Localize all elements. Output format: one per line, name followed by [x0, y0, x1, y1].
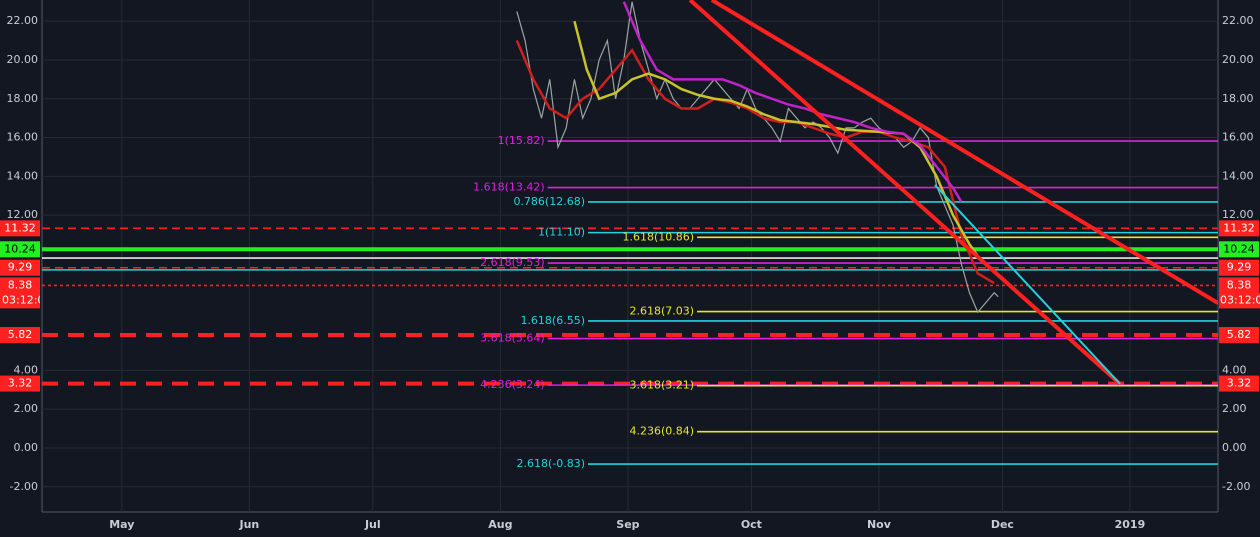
x-tick-label: May — [109, 518, 134, 531]
level-label: 4.236(3.24) — [480, 378, 545, 391]
price-badge-label-right: 3.32 — [1227, 377, 1252, 390]
trend-line — [934, 184, 1121, 385]
price-badge-right — [1219, 220, 1259, 237]
level-label: 1.618(6.55) — [520, 314, 585, 327]
trend-line — [688, 0, 1122, 386]
plot: 1(15.82) 1.618(13.42)0.786(12.68) 1(11.10)… — [42, 0, 1218, 512]
y-tick-label: 20.00 — [7, 53, 39, 66]
price-badge-right — [1219, 327, 1259, 344]
moving-average — [573, 20, 979, 257]
y-tick-label: 16.00 — [7, 131, 39, 144]
countdown-badge — [0, 292, 40, 309]
level-label: 2.618(7.03) — [629, 305, 694, 318]
level-label: 2.618(-0.83) — [516, 457, 585, 470]
y-tick-label-right: 20.00 — [1222, 53, 1254, 66]
price-badge — [0, 327, 40, 344]
y-tick-label-right: 12.00 — [1222, 208, 1254, 221]
price-badge-label-right: 5.82 — [1227, 328, 1252, 341]
x-tick-label: Dec — [991, 518, 1014, 531]
x-tick-label: Oct — [741, 518, 762, 531]
x-tick-label: 2019 — [1115, 518, 1146, 531]
level-label: 0.786(12.68) — [513, 195, 585, 208]
price-badge-right — [1219, 277, 1259, 294]
countdown-badge-right — [1219, 292, 1260, 309]
y-tick-label: 22.00 — [7, 14, 39, 27]
y-tick-label: 4.00 — [14, 363, 39, 376]
level-label: 1(15.82) — [498, 134, 545, 147]
price-badge — [0, 241, 40, 258]
moving-average — [622, 1, 963, 203]
y-tick-label-right: 16.00 — [1222, 131, 1254, 144]
price-badge — [0, 277, 40, 294]
price-badge-label-right: 9.29 — [1227, 261, 1252, 274]
price-badge-label-right: 8.38 — [1227, 278, 1252, 291]
y-tick-label: 12.00 — [7, 208, 39, 221]
price-badge-label: 11.32 — [4, 221, 36, 234]
x-tick-label: Aug — [488, 518, 512, 531]
y-tick-label-right: 14.00 — [1222, 169, 1254, 182]
y-tick-label-right: 4.00 — [1222, 363, 1247, 376]
price-badge-label-right: 10.24 — [1223, 242, 1255, 255]
trend-line — [710, 0, 1218, 305]
price-badge-label-right: 11.32 — [1223, 221, 1255, 234]
price-badge — [0, 375, 40, 392]
y-tick-label-right: 2.00 — [1222, 402, 1247, 415]
x-tick-label: Jun — [239, 518, 260, 531]
price-badge-label: 8.38 — [8, 278, 33, 291]
countdown-label-right: 03:12:04 — [1220, 293, 1260, 306]
y-tick-label-right: 18.00 — [1222, 92, 1254, 105]
countdown-label: 03:12:04 — [2, 293, 51, 306]
price-badge-label: 9.29 — [8, 261, 33, 274]
y-tick-label: 14.00 — [7, 169, 39, 182]
level-label: 1.618(10.86) — [622, 230, 694, 243]
price-badge-right — [1219, 375, 1259, 392]
level-label: 4.236(0.84) — [629, 425, 694, 438]
level-label: 3.618(5.64) — [480, 332, 545, 345]
price-badge-label: 5.82 — [8, 328, 33, 341]
level-label: 1(11.10) — [538, 226, 585, 239]
y-tick-label: 18.00 — [7, 92, 39, 105]
x-tick-label: Sep — [616, 518, 639, 531]
y-tick-label-right: -2.00 — [1222, 480, 1250, 493]
y-tick-label: 0.00 — [14, 441, 39, 454]
level-label: 3.618(3.21) — [629, 379, 694, 392]
price-badge — [0, 259, 40, 276]
price-badge-label: 3.32 — [8, 377, 33, 390]
x-tick-label: Nov — [867, 518, 892, 531]
y-tick-label-right: 0.00 — [1222, 441, 1247, 454]
y-tick-label: -2.00 — [10, 480, 38, 493]
price-badge-right — [1219, 241, 1259, 258]
x-tick-label: Jul — [364, 518, 381, 531]
price-badge-label: 10.24 — [4, 242, 36, 255]
level-label: 2.618(9.53) — [480, 256, 545, 269]
price-badge — [0, 220, 40, 237]
level-label: 1.618(13.42) — [473, 181, 545, 194]
y-tick-label: 2.00 — [14, 402, 39, 415]
y-tick-label-right: 22.00 — [1222, 14, 1254, 27]
price-badge-right — [1219, 259, 1259, 276]
